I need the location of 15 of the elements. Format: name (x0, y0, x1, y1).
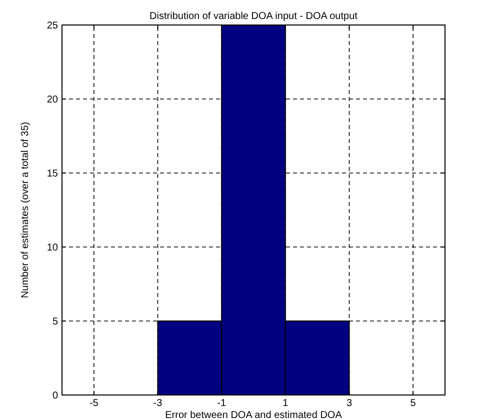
y-tick-label: 25 (46, 20, 58, 32)
x-tick-label: 1 (282, 398, 289, 409)
x-tick-label: -5 (89, 398, 99, 409)
x-tick-label: -1 (217, 398, 226, 409)
y-tick-label: 15 (46, 168, 58, 180)
y-tick-label: 5 (52, 316, 58, 328)
y-axis-title: Number of estimates (over a total of 35) (20, 122, 31, 298)
chart-title: Distribution of variable DOA input - DOA output (150, 11, 358, 22)
y-tick-label: 0 (52, 390, 58, 402)
x-tick-label: 5 (410, 398, 416, 409)
x-tick-label: -3 (153, 398, 163, 409)
x-tick-label: 3 (346, 398, 352, 409)
y-tick-label: 20 (46, 94, 58, 106)
y-tick-label: 10 (46, 242, 58, 254)
x-axis-title: Error between DOA and estimated DOA (165, 410, 342, 420)
